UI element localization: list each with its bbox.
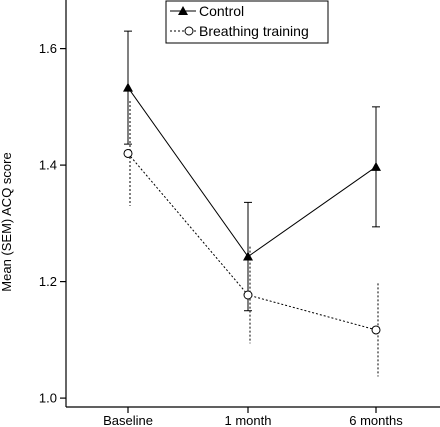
legend-label: Control	[199, 3, 244, 19]
y-tick-label: 1.6	[39, 41, 57, 56]
data-point	[371, 325, 381, 335]
legend-box	[165, 0, 329, 44]
data-point	[123, 82, 133, 92]
series-0	[123, 30, 381, 312]
legend: Control Breathing training	[165, 0, 329, 44]
data-point	[243, 290, 253, 300]
data-point	[243, 251, 253, 261]
y-ticks: 1.0 1.2 1.4 1.6	[39, 41, 66, 406]
x-tick-label: Baseline	[103, 413, 153, 427]
plot-frame	[65, 0, 440, 408]
x-tick-label: 6 months	[349, 413, 403, 427]
series-line	[127, 87, 377, 258]
legend-marker	[184, 26, 194, 36]
data-point	[123, 148, 133, 158]
x-tick-label: 1 month	[225, 413, 272, 427]
y-tick-label: 1.2	[39, 274, 57, 289]
y-axis-title: Mean (SEM) ACQ score	[0, 152, 14, 291]
legend-items: Control Breathing training	[170, 3, 309, 39]
legend-marker	[178, 6, 188, 15]
legend-label: Breathing training	[199, 23, 309, 39]
y-tick-label: 1.0	[39, 391, 57, 406]
series-line	[127, 153, 377, 331]
y-tick-label: 1.4	[39, 158, 57, 173]
series-layer	[123, 30, 381, 377]
series-1	[123, 101, 381, 377]
data-point	[371, 161, 381, 171]
x-ticks: Baseline 1 month 6 months	[103, 407, 403, 427]
